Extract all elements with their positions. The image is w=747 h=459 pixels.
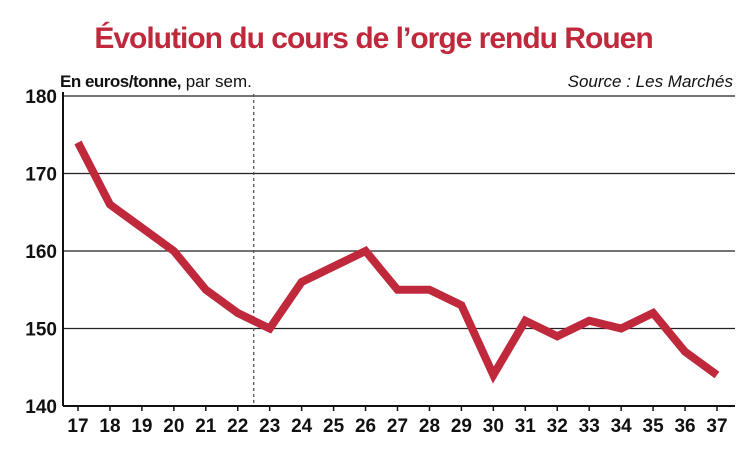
x-tick-label-24: 24 [291, 416, 313, 437]
source-label: Source : Les Marchés [567, 72, 733, 91]
x-tick-label-33: 33 [579, 416, 600, 437]
x-tick-label-29: 29 [451, 416, 472, 437]
x-tick-label-23: 23 [259, 416, 280, 437]
axes [62, 92, 735, 411]
chart-title: Évolution du cours de l’orge rendu Rouen [94, 22, 653, 55]
x-tick-label-36: 36 [674, 416, 695, 437]
y-tick-label-180: 180 [25, 87, 57, 108]
x-tick-label-28: 28 [419, 416, 440, 437]
series-line-0 [74, 140, 720, 384]
unit-label: En euros/tonne, par sem. [60, 72, 252, 92]
y-tick-label-170: 170 [25, 165, 57, 186]
x-tick-label-26: 26 [355, 416, 376, 437]
x-tick-label-34: 34 [611, 416, 633, 437]
x-tick-label-31: 31 [515, 416, 537, 437]
tick-labels: 140 150 160 170 180 17 18 19 20 21 22 23 24 25 26 27 28 2… [25, 87, 727, 437]
unit-label-bold: En euros/tonne, [60, 72, 181, 91]
x-tick-label-30: 30 [483, 416, 504, 437]
x-tick-label-35: 35 [643, 416, 665, 437]
unit-label-rest: par sem. [180, 72, 252, 91]
x-tick-label-37: 37 [706, 416, 727, 437]
series-layer [74, 140, 720, 384]
y-tick-label-150: 150 [25, 320, 57, 341]
x-tick-label-17: 17 [67, 416, 88, 437]
x-tick-label-22: 22 [227, 416, 248, 437]
x-tick-label-25: 25 [323, 416, 345, 437]
x-tick-label-27: 27 [387, 416, 408, 437]
x-tick-label-32: 32 [547, 416, 568, 437]
x-tick-label-20: 20 [163, 416, 184, 437]
y-tick-label-160: 160 [25, 242, 57, 263]
x-tick-label-19: 19 [131, 416, 152, 437]
x-tick-label-18: 18 [99, 416, 120, 437]
y-tick-label-140: 140 [25, 397, 57, 418]
x-tick-label-21: 21 [195, 416, 217, 437]
